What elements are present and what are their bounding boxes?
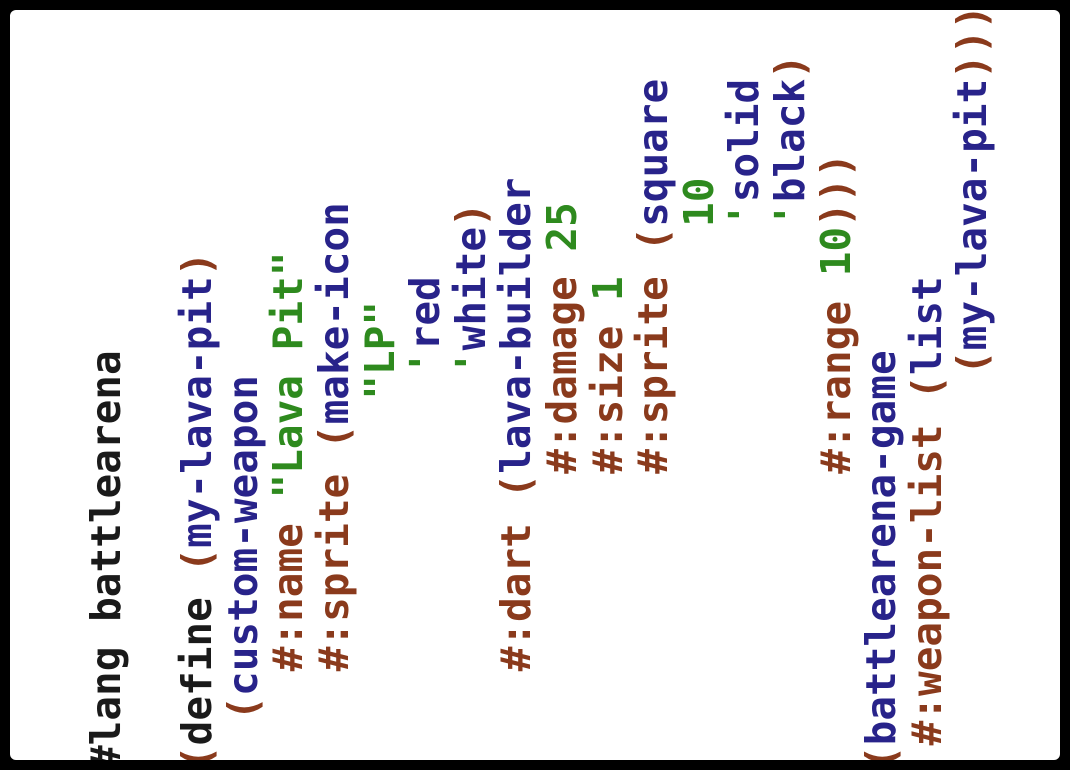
- code-line-16: 'black): [765, 10, 814, 760]
- sprite-keyword: #:sprite: [309, 473, 358, 672]
- quote-mark: ': [401, 350, 450, 376]
- code-line-4: (custom-weapon: [218, 10, 267, 760]
- code-line-9: 'white): [446, 10, 495, 760]
- code-line-11: #:damage 25: [537, 10, 586, 760]
- name-keyword: #:name: [264, 523, 313, 672]
- code-line-20: (my-lava-pit))): [948, 10, 997, 760]
- paren: ): [446, 202, 495, 227]
- size-keyword: #:size: [583, 325, 632, 474]
- paren: ))): [948, 10, 997, 79]
- define-keyword: define: [173, 597, 222, 746]
- make-icon-call: make-icon: [309, 202, 358, 425]
- weapon-list-keyword: #:weapon-list: [902, 424, 951, 746]
- code-line-7: "LP": [355, 10, 404, 760]
- icon-color-1: red: [401, 276, 450, 351]
- battlearena-game-call: battlearena-game: [857, 350, 906, 746]
- dart-keyword: #:dart: [492, 523, 541, 672]
- code-editor[interactable]: #lang battlearena (define (my-lava-pit) (…: [82, 10, 1014, 760]
- code-line-10: #:dart (lava-builder: [492, 10, 541, 760]
- code-line-17: #:range 10))): [811, 10, 860, 760]
- paren: (: [309, 424, 358, 450]
- paren: ))): [811, 152, 860, 227]
- quote-mark: ': [446, 350, 495, 376]
- list-call: list: [902, 276, 951, 376]
- paren: (: [948, 350, 997, 376]
- code-line-19: #:weapon-list (list: [902, 10, 951, 760]
- editor-window: #lang battlearena (define (my-lava-pit) (…: [10, 10, 1060, 760]
- sprite-keyword: #:sprite: [629, 276, 678, 474]
- code-line-6: #:sprite (make-icon: [309, 10, 358, 760]
- lava-builder-call: lava-builder: [492, 177, 541, 474]
- code-line-2: [130, 10, 176, 760]
- icon-text: "LP": [355, 300, 404, 400]
- square-mode: solid: [720, 78, 769, 203]
- paren: (: [218, 695, 267, 721]
- name-value: "Lava Pit": [264, 251, 313, 499]
- square-call: square: [629, 78, 678, 227]
- code-line-13: #:sprite (square: [629, 10, 678, 760]
- range-value: 10: [811, 226, 860, 277]
- range-keyword: #:range: [811, 300, 860, 474]
- code-line-12: #:size 1: [583, 10, 632, 760]
- paren: (: [173, 745, 222, 760]
- quote-mark: ': [765, 202, 814, 227]
- size-value: 1: [583, 276, 632, 301]
- damage-keyword: #:damage: [537, 276, 586, 474]
- paren: (: [902, 375, 951, 400]
- custom-weapon-call: custom-weapon: [218, 375, 267, 696]
- code-text[interactable]: #lang battlearena (define (my-lava-pit) (…: [82, 10, 997, 760]
- code-line-18: (battlearena-game: [857, 10, 906, 760]
- code-line-1: #lang battlearena: [82, 10, 130, 760]
- square-color: black: [765, 78, 814, 203]
- code-line-14: 10: [674, 10, 723, 760]
- icon-color-2: white: [446, 226, 495, 351]
- paren: (: [492, 473, 541, 499]
- paren: ): [765, 54, 814, 79]
- code-line-8: 'red: [401, 10, 450, 760]
- list-item: my-lava-pit: [948, 78, 997, 351]
- function-name: my-lava-pit: [173, 276, 222, 548]
- quote-mark: ': [720, 202, 769, 227]
- lang-directive: #lang battlearena: [82, 350, 130, 760]
- paren: ): [173, 251, 222, 277]
- code-line-3: (define (my-lava-pit): [173, 10, 222, 760]
- code-line-15: 'solid: [720, 10, 769, 760]
- square-size: 10: [674, 177, 723, 227]
- paren: (: [173, 547, 222, 573]
- damage-value: 25: [537, 202, 586, 252]
- paren: (: [629, 226, 678, 252]
- code-line-5: #:name "Lava Pit": [264, 10, 313, 760]
- paren: (: [857, 745, 906, 760]
